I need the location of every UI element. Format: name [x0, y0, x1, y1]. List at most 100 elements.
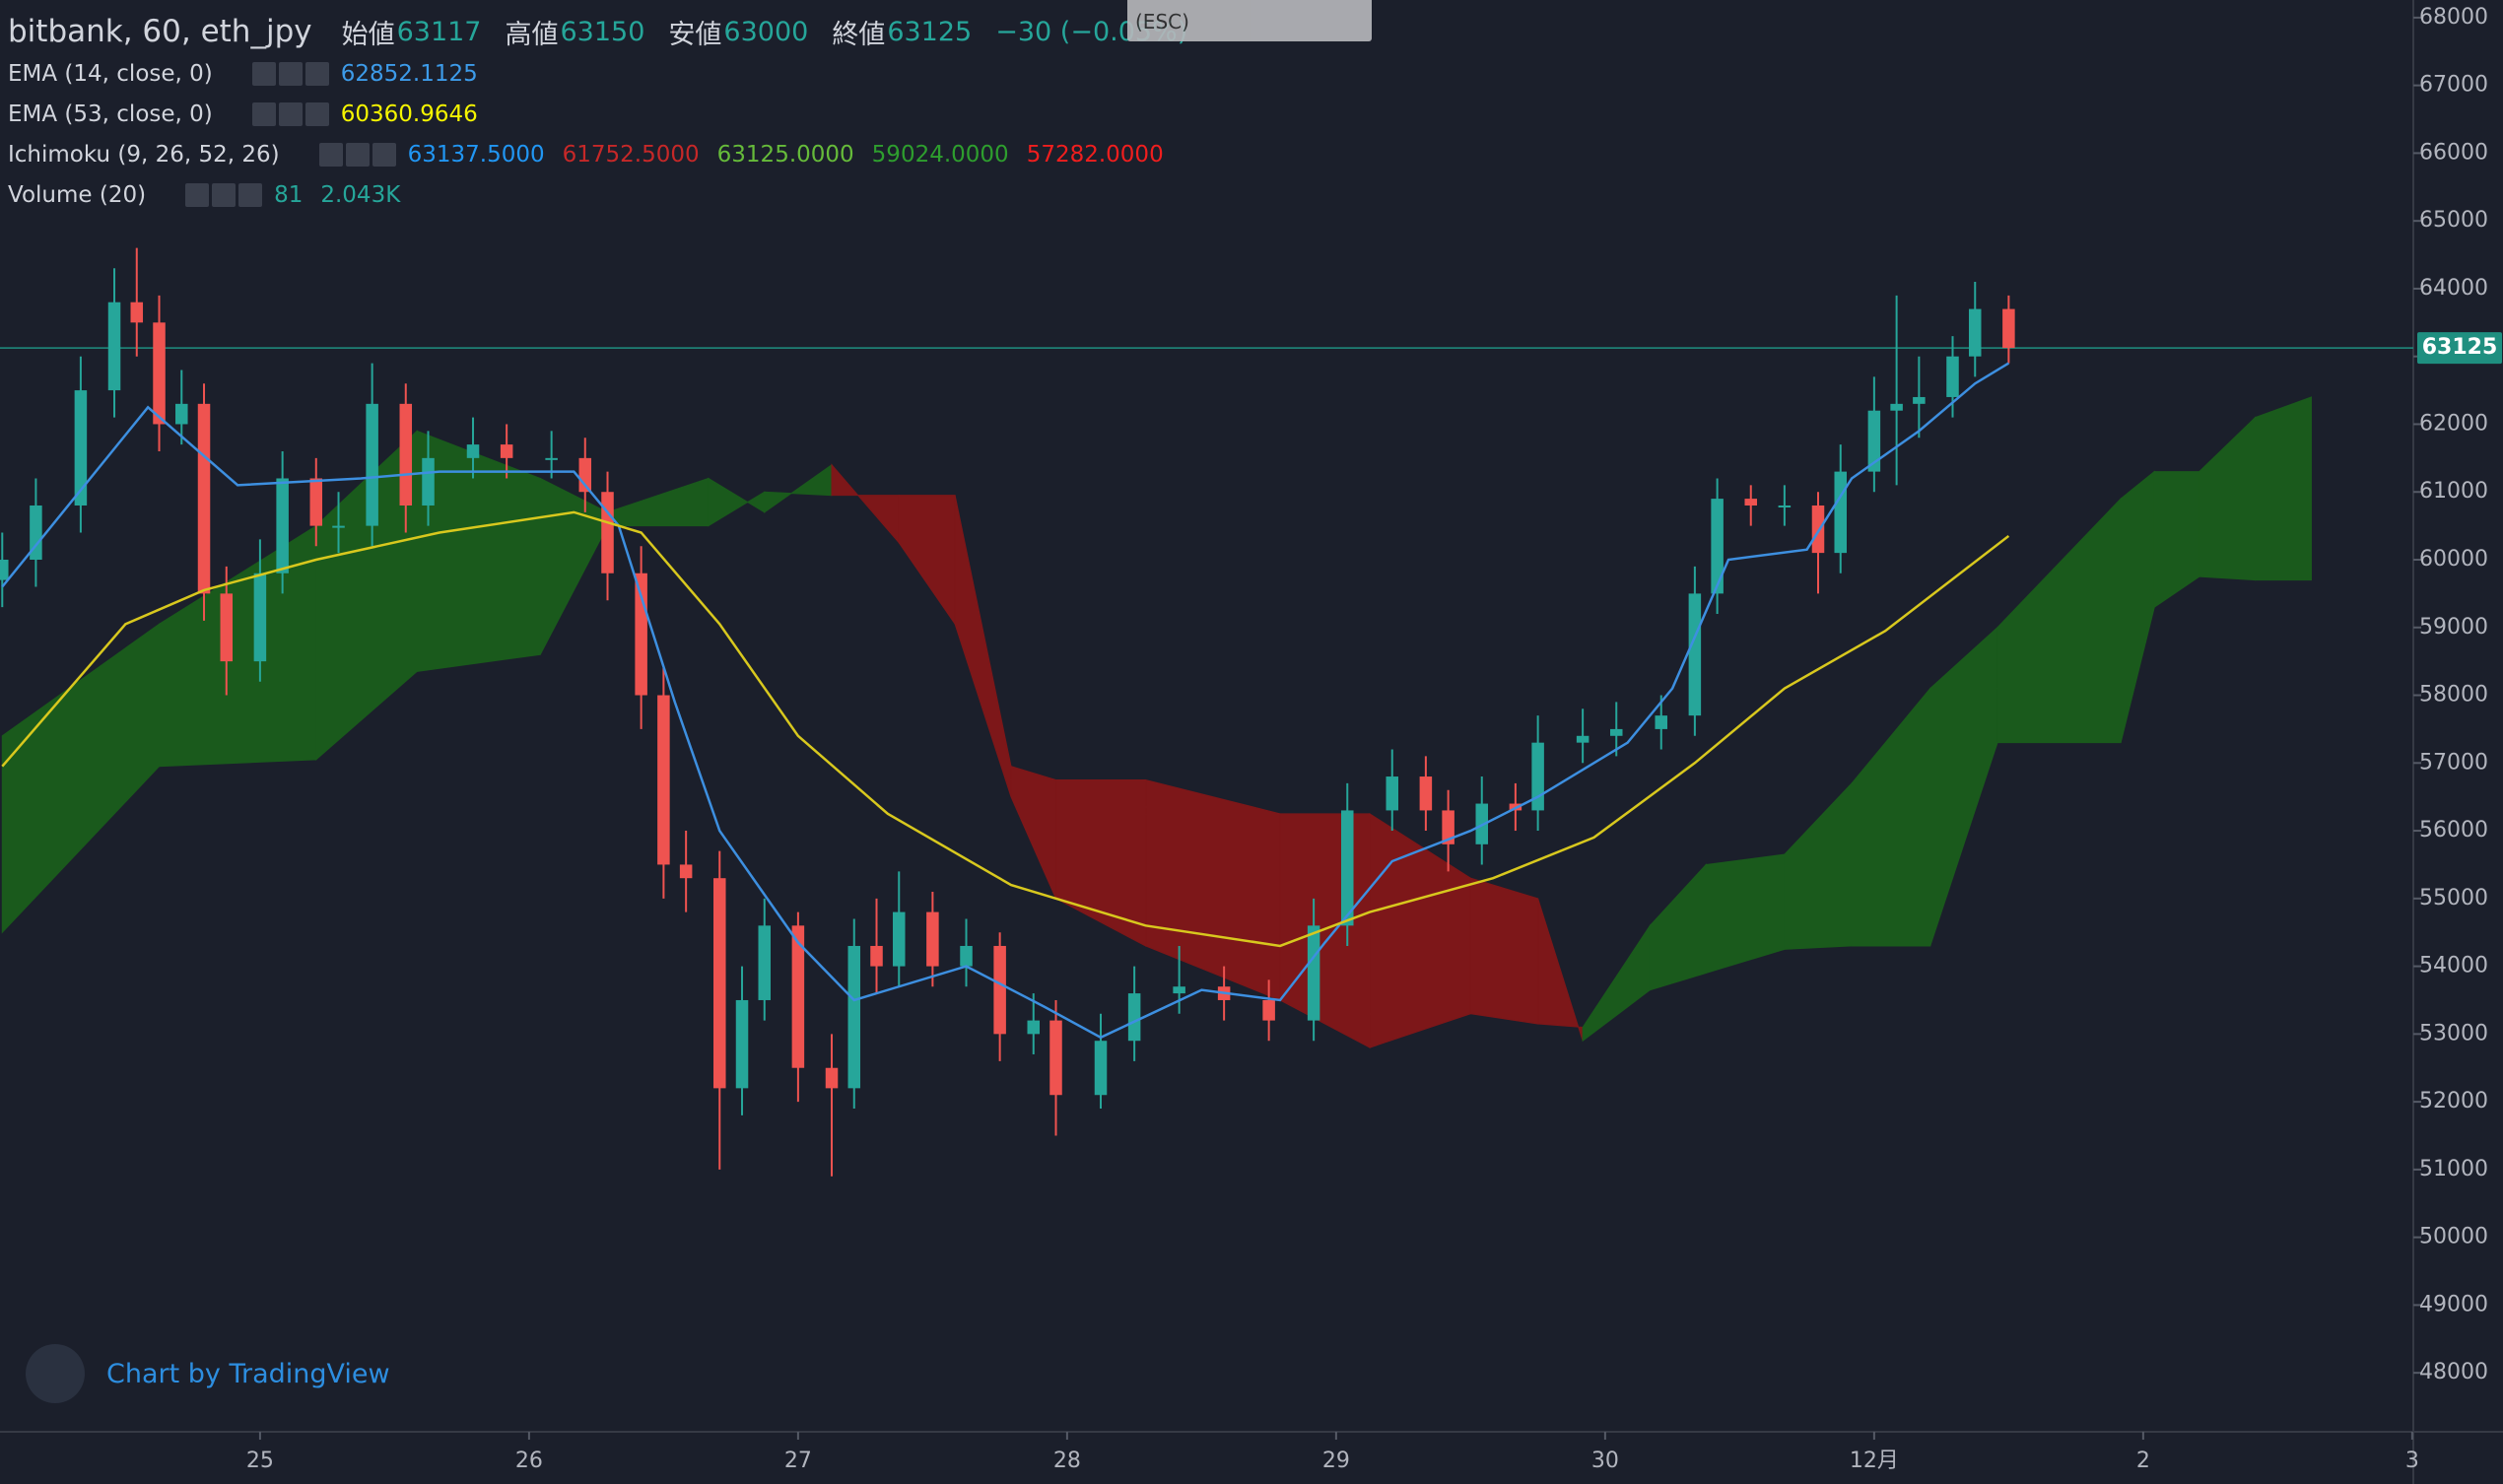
icon-button[interactable]	[251, 101, 276, 126]
x-tick-label: 27	[784, 1449, 812, 1473]
cloud-segment	[1469, 877, 1539, 1025]
candle-body	[153, 322, 166, 425]
indicator-icons	[185, 182, 263, 207]
icon-button[interactable]	[238, 182, 263, 207]
cloud-segment	[2199, 416, 2257, 581]
cloud-segment	[764, 463, 833, 513]
legend-header: bitbank, 60, eth_jpy 始値 63117 高値 63150 安値 6300…	[8, 10, 1199, 53]
cloud-segment	[1279, 813, 1371, 1048]
candle-body	[1173, 986, 1185, 994]
icon-button[interactable]	[318, 142, 343, 167]
y-tick-label: 56000	[2419, 818, 2488, 843]
candle-body	[926, 911, 939, 967]
y-tick-label: 65000	[2419, 208, 2488, 233]
indicator-name: Volume (20)	[8, 181, 147, 208]
icon-button[interactable]	[251, 61, 276, 86]
candle-body	[276, 478, 289, 573]
cloud-segment	[708, 477, 766, 527]
y-tick-label: 54000	[2419, 954, 2488, 978]
y-tick-label: 51000	[2419, 1157, 2488, 1181]
ohlc-value: 63150	[560, 16, 645, 47]
candle-body	[1127, 993, 1141, 1042]
indicator-value: 57282.0000	[1026, 141, 1164, 168]
candle-body	[1913, 396, 1926, 404]
indicator-value: 60360.9646	[340, 101, 478, 127]
ohlc-label: 高値	[505, 19, 559, 50]
y-tick-label: 53000	[2419, 1021, 2488, 1046]
candle-body	[1811, 505, 1825, 554]
ohlc-label: 安値	[668, 19, 722, 50]
cloud-segment	[2153, 471, 2200, 609]
cloud-segment	[831, 463, 900, 545]
candle-body	[309, 478, 323, 526]
icon-button[interactable]	[345, 142, 370, 167]
candle-body	[220, 593, 234, 662]
candle-body	[870, 945, 883, 967]
x-tick-label: 30	[1591, 1449, 1619, 1473]
icon-button[interactable]	[212, 182, 237, 207]
symbol: bitbank, 60, eth_jpy	[8, 14, 312, 49]
indicator-icons	[251, 101, 329, 126]
cloud-segment	[1996, 497, 2122, 744]
candle-body	[1655, 715, 1668, 729]
x-tick-label: 2	[2136, 1449, 2150, 1473]
candle-body	[657, 695, 670, 865]
candle-body	[1744, 499, 1758, 506]
x-tick-label: 25	[246, 1449, 274, 1473]
cloud-segment	[1784, 781, 1853, 950]
candle-body	[332, 525, 345, 528]
icon-button[interactable]	[278, 101, 303, 126]
tooltip-text: (ESC)	[1135, 10, 1189, 34]
candle-body	[197, 403, 211, 594]
x-tick-label: 3	[2405, 1449, 2419, 1473]
candle-body	[578, 457, 592, 493]
indicator-value: 63137.5000	[407, 141, 545, 168]
candle-body	[1778, 505, 1792, 507]
candle-body	[993, 945, 1006, 1035]
candle-body	[1027, 1020, 1041, 1035]
icon-button[interactable]	[372, 142, 396, 167]
y-tick-label: 62000	[2419, 411, 2488, 436]
candle-body	[422, 457, 435, 506]
watermark-text[interactable]: Chart by TradingView	[106, 1358, 390, 1389]
last-price-box	[2417, 332, 2502, 365]
y-tick-label: 58000	[2419, 683, 2488, 708]
tooltip: (ESC)	[1127, 0, 1372, 41]
cloud-segment	[954, 495, 1012, 797]
x-tick-label: 29	[1322, 1449, 1350, 1473]
candle-body	[1386, 776, 1399, 811]
ohlc-value: 63000	[723, 16, 809, 47]
candle-body	[1049, 1020, 1062, 1096]
candle-body	[0, 559, 9, 580]
indicator-value: 61752.5000	[562, 141, 700, 168]
candle-body	[1419, 776, 1433, 811]
y-tick-label: 61000	[2419, 479, 2488, 504]
indicator-value: 81	[274, 181, 304, 208]
watermark[interactable]: Chart by TradingView	[26, 1344, 390, 1403]
cloud-segment	[607, 477, 710, 527]
cloud-segment	[1537, 898, 1584, 1042]
candle-body	[735, 999, 749, 1089]
indicator-icons	[318, 142, 396, 167]
y-tick-label: 50000	[2419, 1225, 2488, 1249]
candle-body	[500, 444, 513, 458]
indicator-row: Ichimoku (9, 26, 52, 26) 63137.5000 61752.…	[8, 134, 1199, 174]
candle-body	[1442, 810, 1454, 844]
y-tick-label: 67000	[2419, 73, 2488, 98]
candle-body	[601, 492, 614, 573]
candle-body	[1094, 1041, 1108, 1096]
icon-button[interactable]	[278, 61, 303, 86]
icon-button[interactable]	[304, 61, 329, 86]
candle-body	[1688, 593, 1702, 716]
candle-body	[545, 457, 558, 460]
x-tick-label: 28	[1053, 1449, 1081, 1473]
candle-body	[1307, 925, 1320, 1021]
icon-button[interactable]	[185, 182, 210, 207]
candle-body	[1531, 742, 1544, 811]
ohlc-label: 始値	[341, 19, 395, 50]
candle-body	[791, 925, 805, 1068]
icon-button[interactable]	[304, 101, 329, 126]
candle-body	[1890, 403, 1903, 411]
candle-body	[713, 878, 726, 1089]
